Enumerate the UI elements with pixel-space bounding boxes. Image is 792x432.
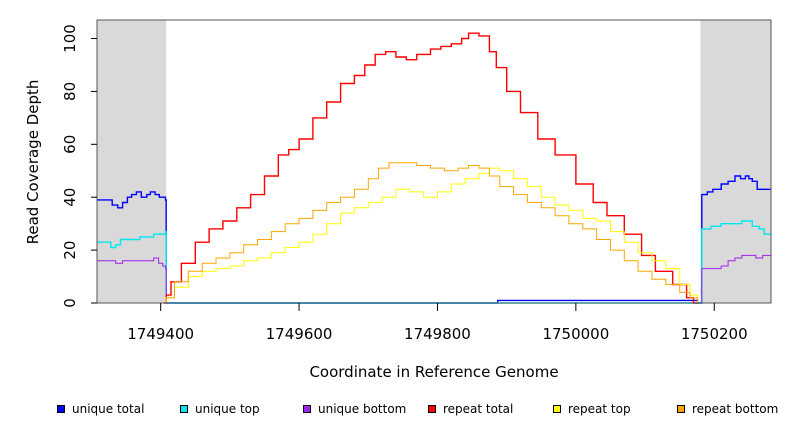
x-tick-label: 1749600	[266, 325, 333, 343]
x-tick-label: 1750200	[681, 325, 748, 343]
legend: unique total unique top unique bottom repea…	[0, 398, 792, 420]
y-tick-label: 100	[61, 24, 79, 53]
legend-swatch	[553, 405, 561, 413]
legend-label: repeat top	[568, 402, 631, 416]
legend-label: repeat total	[443, 402, 514, 416]
coverage-chart: 1749400 1749600 1749800 1750000 1750200 0 20 40…	[24, 19, 772, 381]
legend-swatch	[677, 405, 685, 413]
legend-item-repeat-top: repeat top	[553, 398, 631, 420]
x-axis-label: Coordinate in Reference Genome	[309, 363, 558, 381]
series-unique-total	[97, 175, 771, 304]
shaded-regions	[97, 20, 771, 303]
legend-label: repeat bottom	[692, 402, 779, 416]
series-repeat-total	[164, 32, 698, 304]
y-tick-label: 60	[61, 135, 79, 154]
y-tick-label: 80	[61, 82, 79, 101]
shaded-region-1	[97, 20, 167, 303]
legend-swatch	[303, 405, 311, 413]
x-tick-label: 1750000	[542, 325, 609, 343]
series-repeat-bottom	[164, 162, 771, 304]
legend-item-unique-total: unique total	[57, 398, 144, 420]
legend-label: unique top	[195, 402, 260, 416]
shaded-region-2	[700, 20, 771, 303]
series-repeat-top	[164, 167, 699, 304]
legend-swatch	[428, 405, 436, 413]
legend-swatch	[57, 405, 65, 413]
y-tick-label: 0	[61, 298, 79, 308]
legend-item-unique-top: unique top	[180, 398, 260, 420]
legend-label: unique total	[72, 402, 145, 416]
legend-swatch	[180, 405, 188, 413]
plot-border	[96, 19, 772, 304]
legend-item-repeat-total: repeat total	[428, 398, 513, 420]
series-unique-top	[97, 220, 771, 304]
y-axis-label: Read Coverage Depth	[24, 80, 42, 245]
tick-labels: 1749400 1749600 1749800 1750000 1750200 0 20 40…	[61, 24, 748, 343]
x-tick-label: 1749800	[404, 325, 471, 343]
legend-item-repeat-bottom: repeat bottom	[677, 398, 778, 420]
plot-background	[97, 20, 771, 303]
legend-label: unique bottom	[318, 402, 407, 416]
y-tick-label: 20	[61, 241, 79, 260]
legend-item-unique-bottom: unique bottom	[303, 398, 406, 420]
x-tick-label: 1749400	[127, 325, 194, 343]
y-tick-label: 40	[61, 188, 79, 207]
